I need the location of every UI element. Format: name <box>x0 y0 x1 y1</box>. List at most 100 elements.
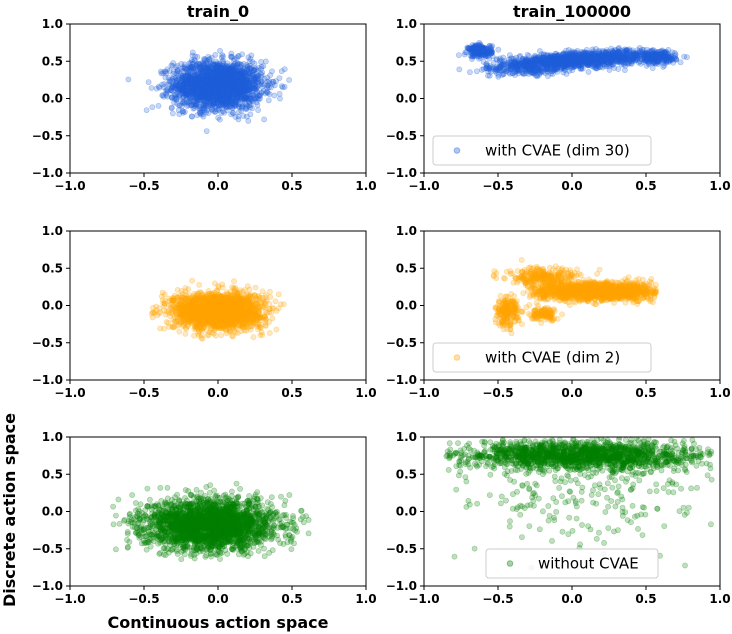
data-point <box>202 85 209 91</box>
data-point <box>222 77 229 84</box>
data-point <box>532 72 539 79</box>
data-point <box>246 77 253 84</box>
data-point <box>564 50 570 57</box>
data-point <box>570 60 577 66</box>
data-point <box>232 83 239 90</box>
data-point <box>189 96 196 103</box>
data-point <box>236 80 243 87</box>
data-point <box>207 77 214 84</box>
data-point <box>213 97 220 104</box>
data-point <box>520 71 527 78</box>
data-point <box>213 86 220 92</box>
data-point <box>205 68 211 75</box>
data-point <box>162 74 169 81</box>
data-point <box>186 98 193 105</box>
data-point <box>250 84 257 91</box>
data-point <box>202 85 209 92</box>
data-point <box>199 77 206 83</box>
data-point <box>204 86 211 92</box>
data-point <box>210 69 217 75</box>
data-point <box>211 83 218 90</box>
data-point <box>258 90 265 96</box>
data-point <box>224 60 231 67</box>
data-point <box>212 79 219 85</box>
data-point <box>281 66 288 73</box>
data-point <box>210 100 217 107</box>
data-point <box>232 64 239 71</box>
data-point <box>190 79 197 86</box>
data-point <box>224 104 230 111</box>
data-point <box>251 67 257 73</box>
data-point <box>234 60 241 67</box>
data-point <box>220 80 227 87</box>
data-point <box>258 73 264 80</box>
data-point <box>461 51 468 58</box>
data-point <box>264 78 271 85</box>
data-point <box>221 71 228 78</box>
data-point <box>233 84 240 91</box>
data-point <box>204 65 211 72</box>
data-point <box>232 91 238 98</box>
data-point <box>198 82 205 89</box>
data-point <box>216 78 222 85</box>
data-point <box>211 80 217 86</box>
data-point <box>206 73 213 80</box>
data-point <box>195 89 202 96</box>
data-point <box>222 74 228 81</box>
data-point <box>222 75 228 81</box>
data-point <box>204 85 210 92</box>
data-point <box>221 65 228 71</box>
data-point <box>205 68 212 75</box>
data-point <box>186 75 193 82</box>
y-tick-label: 0.0 <box>42 92 63 106</box>
scatter-points <box>125 47 292 134</box>
data-point <box>251 96 258 103</box>
data-point <box>226 95 233 102</box>
data-point <box>198 67 205 73</box>
data-point <box>186 76 193 83</box>
data-point <box>260 63 267 70</box>
data-point <box>228 87 235 93</box>
data-point <box>271 92 278 99</box>
data-point <box>192 88 199 95</box>
data-point <box>193 81 200 88</box>
data-point <box>196 65 203 72</box>
data-point <box>200 77 207 83</box>
data-point <box>219 76 225 83</box>
data-point <box>261 75 268 82</box>
data-point <box>189 80 196 86</box>
data-point <box>198 97 204 104</box>
data-point <box>233 81 240 87</box>
data-point <box>218 93 224 99</box>
data-point <box>224 97 231 103</box>
data-point <box>218 105 225 112</box>
data-point <box>466 69 473 76</box>
data-point <box>242 86 248 92</box>
data-point <box>227 103 234 110</box>
data-point <box>196 86 203 92</box>
data-point <box>194 112 201 118</box>
x-tick-label: 1.0 <box>709 179 730 193</box>
data-point <box>233 55 240 61</box>
data-point <box>194 74 201 81</box>
data-point <box>218 110 225 116</box>
data-point <box>191 77 198 83</box>
data-point <box>239 76 245 83</box>
data-point <box>244 66 251 72</box>
data-point <box>163 90 169 97</box>
data-point <box>219 96 226 103</box>
data-point <box>225 66 232 73</box>
data-point <box>210 86 217 93</box>
data-point <box>251 92 257 99</box>
data-point <box>244 91 251 97</box>
data-point <box>233 77 240 84</box>
data-point <box>228 89 235 96</box>
data-point <box>213 77 220 84</box>
data-point <box>224 95 230 101</box>
data-point <box>213 74 220 81</box>
data-point <box>558 65 565 71</box>
data-point <box>217 102 224 108</box>
data-point <box>223 77 230 84</box>
data-point <box>644 56 651 62</box>
data-point <box>184 88 191 95</box>
